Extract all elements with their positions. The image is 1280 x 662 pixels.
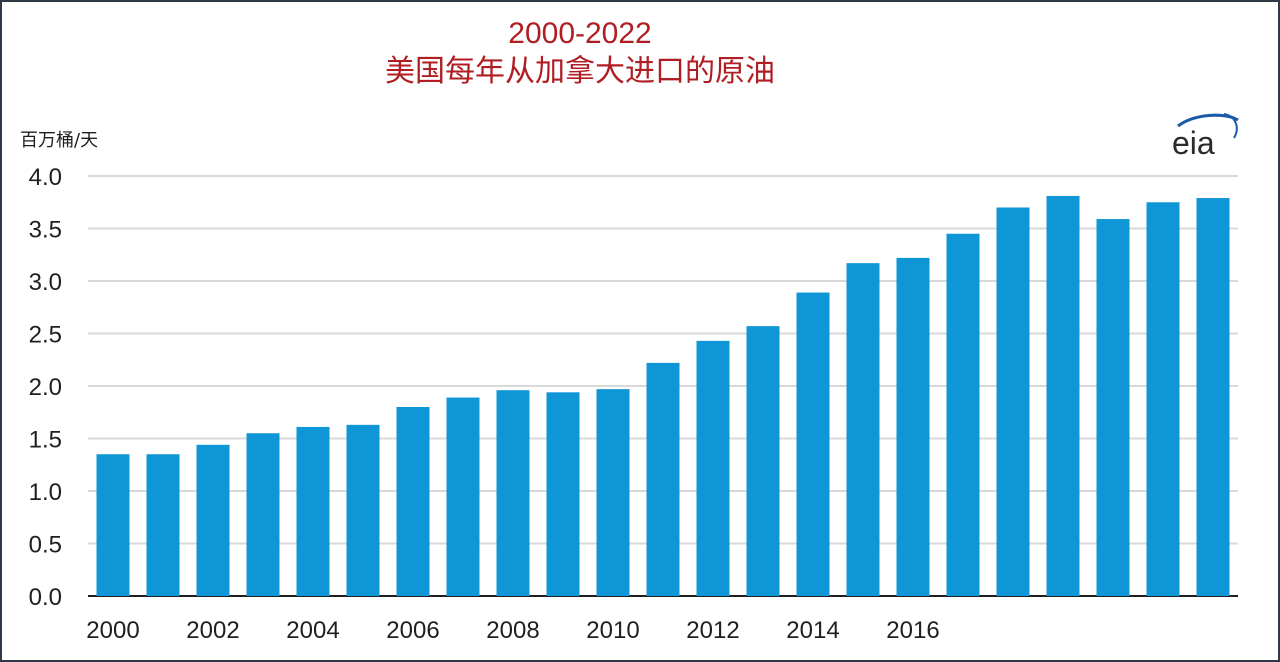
bar-2007 (446, 397, 480, 596)
bar-2018 (996, 207, 1030, 596)
eia-logo: eia (1172, 113, 1239, 160)
bar-2016 (896, 257, 930, 596)
x-tick-label: 2000 (86, 617, 139, 644)
bar-2001 (146, 454, 180, 596)
bar-2019 (1046, 195, 1080, 596)
y-axis-unit-label: 百万桶/天 (20, 130, 99, 151)
x-tick-label: 2010 (586, 617, 639, 644)
bar-2010 (596, 389, 630, 596)
y-tick-label: 3.5 (29, 217, 62, 244)
x-tick-label: 2004 (286, 617, 339, 644)
bar-2011 (646, 362, 680, 596)
bar-2017 (946, 233, 980, 596)
bar-2015 (846, 263, 880, 596)
y-tick-label: 2.0 (29, 374, 62, 401)
bar-2002 (196, 444, 230, 596)
bar-2022 (1196, 198, 1230, 597)
y-tick-label: 4.0 (29, 164, 62, 191)
bar-2013 (746, 326, 780, 596)
eia-logo-text: eia (1172, 125, 1215, 160)
x-tick-label: 2012 (686, 617, 739, 644)
bar-2021 (1146, 202, 1180, 596)
y-tick-label: 1.5 (29, 427, 62, 454)
chart-subtitle: 美国每年从加拿大进口的原油 (385, 55, 775, 88)
bar-2012 (696, 340, 730, 596)
y-tick-label: 3.0 (29, 269, 62, 296)
chart-title: 2000-2022 (508, 17, 652, 50)
x-tick-label: 2002 (186, 617, 239, 644)
bar-2003 (246, 433, 280, 596)
x-tick-label: 2016 (886, 617, 939, 644)
bar-2005 (346, 424, 380, 596)
x-tick-label: 2014 (786, 617, 839, 644)
bar-2020 (1096, 219, 1130, 597)
x-tick-label: 2006 (386, 617, 439, 644)
x-tick-label: 2008 (486, 617, 539, 644)
y-tick-label: 0.0 (29, 584, 62, 611)
bar-2014 (796, 292, 830, 596)
bar-2009 (546, 392, 580, 596)
bar-2008 (496, 390, 530, 596)
y-tick-label: 0.5 (29, 532, 62, 559)
y-tick-label: 2.5 (29, 322, 62, 349)
bar-2000 (96, 454, 130, 596)
bar-2006 (396, 407, 430, 596)
bar-2004 (296, 426, 330, 596)
y-tick-label: 1.0 (29, 479, 62, 506)
